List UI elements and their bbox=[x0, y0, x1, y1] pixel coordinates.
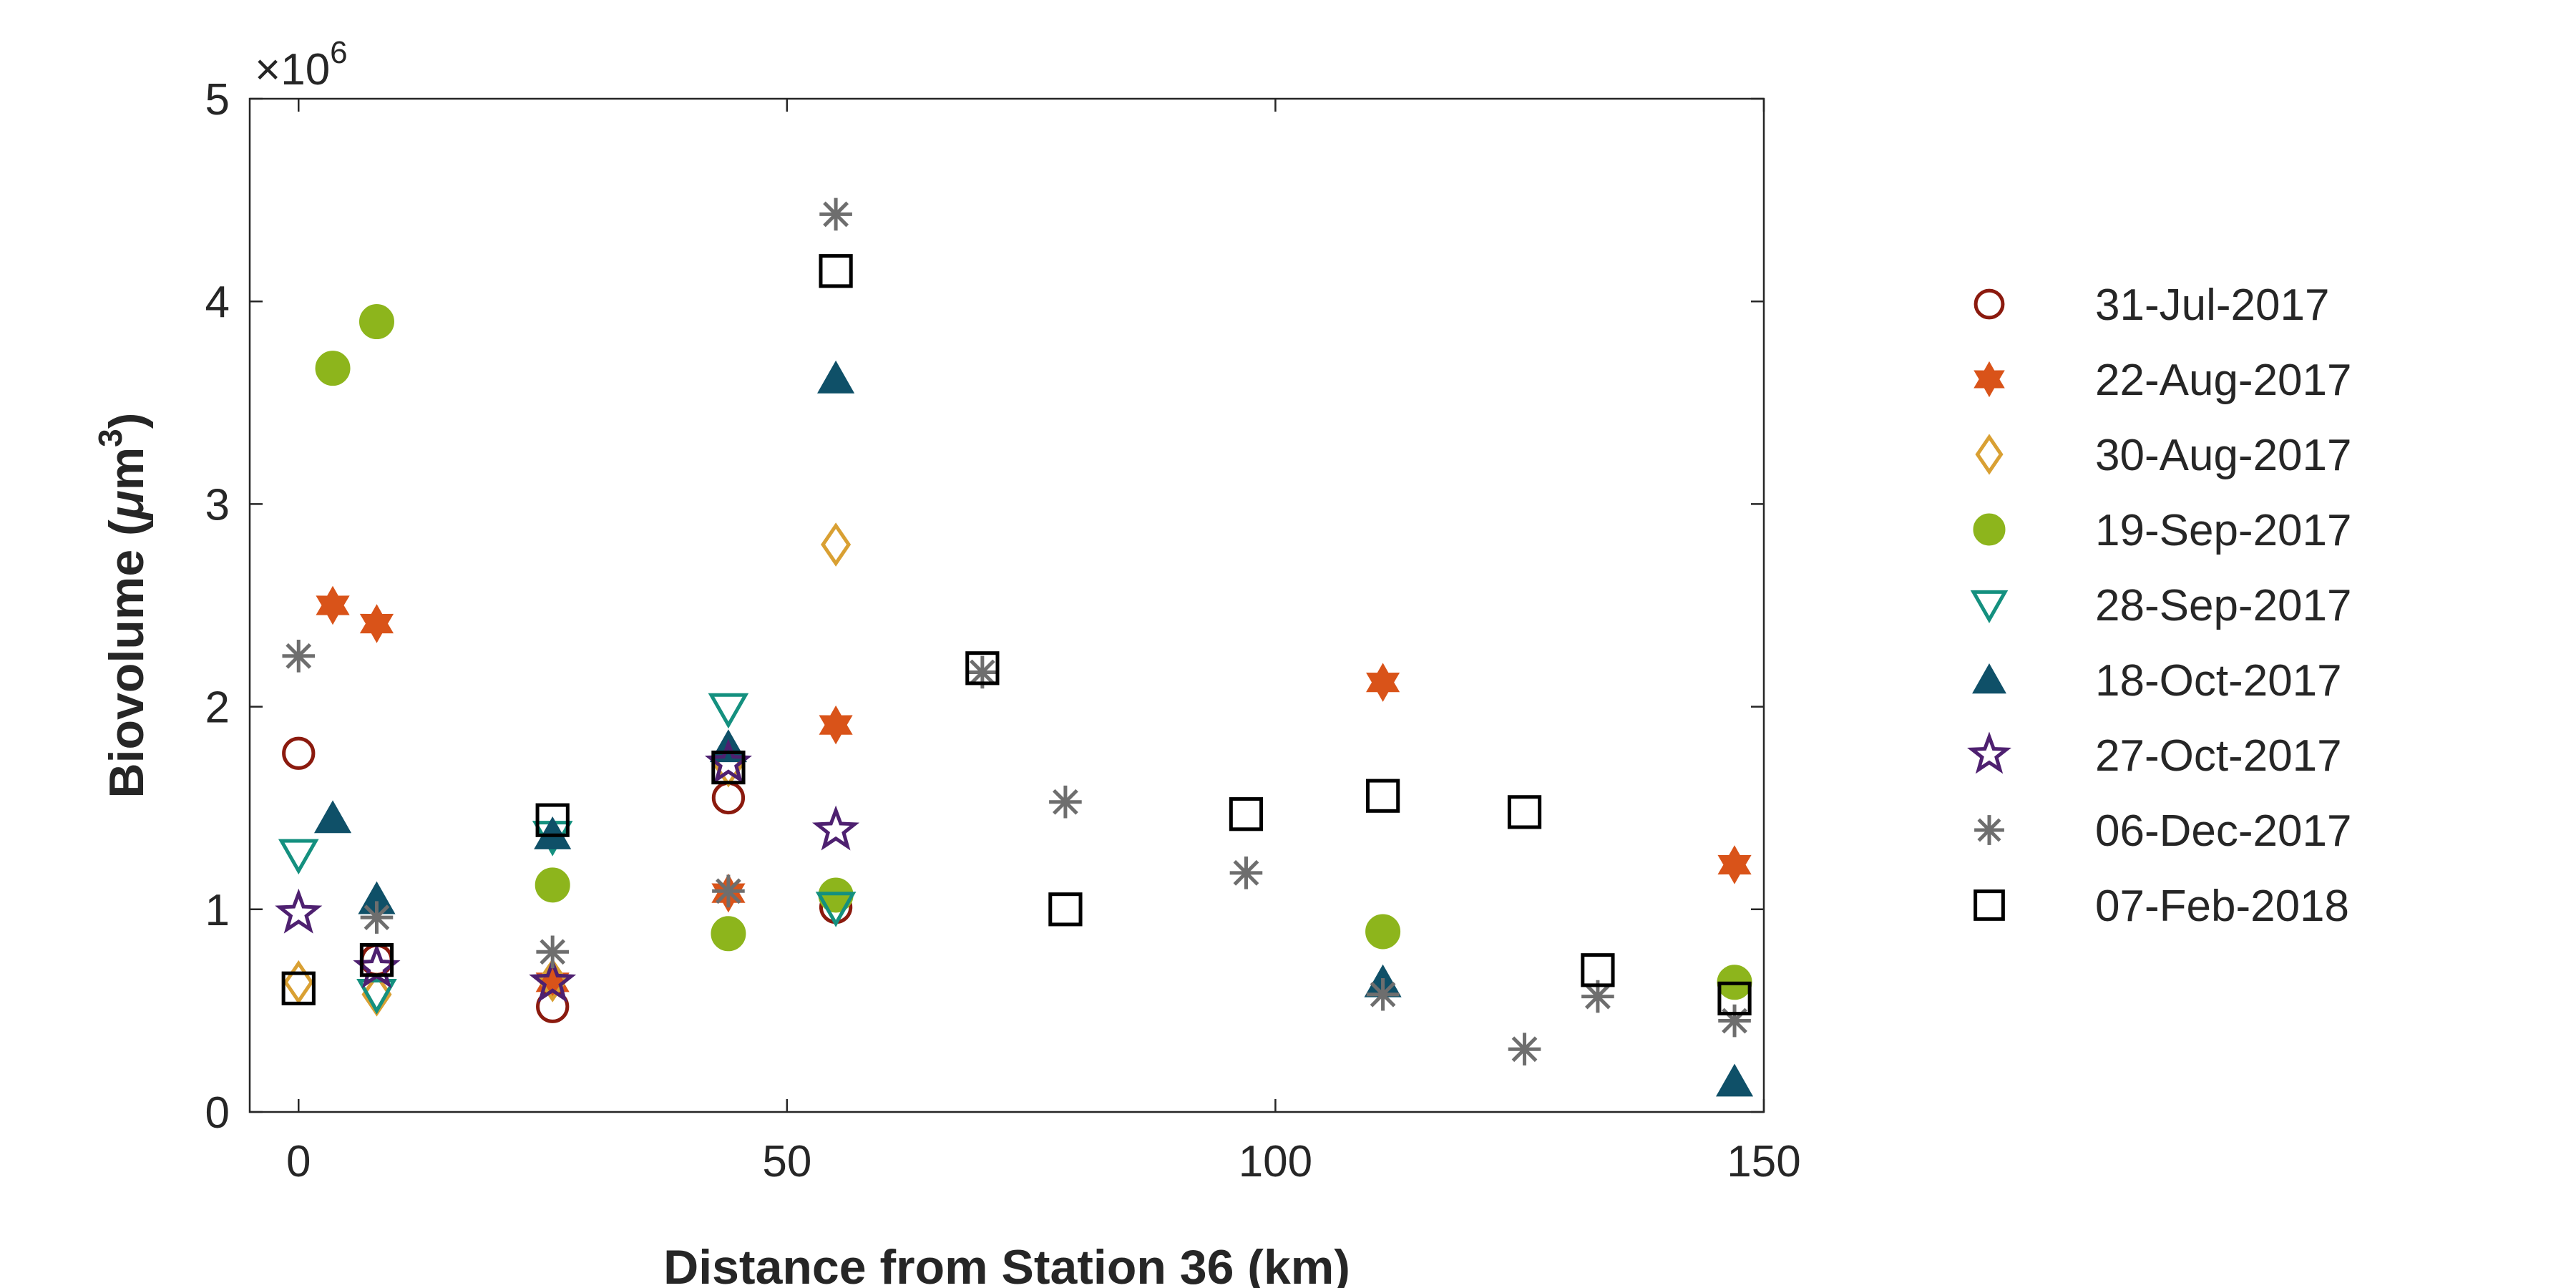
y-tick-label: 5 bbox=[205, 75, 230, 125]
data-point bbox=[360, 901, 394, 934]
data-point bbox=[313, 800, 352, 834]
legend-marker bbox=[1974, 288, 2005, 320]
data-point bbox=[811, 805, 860, 851]
data-point bbox=[1365, 914, 1401, 950]
data-point bbox=[1366, 977, 1400, 1011]
data-point bbox=[1229, 857, 1263, 889]
data-point bbox=[529, 957, 577, 1002]
legend-marker bbox=[1972, 663, 2006, 694]
data-point bbox=[1049, 785, 1082, 819]
data-point bbox=[358, 304, 394, 340]
plot-box bbox=[248, 97, 1765, 1113]
data-point bbox=[1581, 980, 1614, 1013]
data-point bbox=[1581, 953, 1615, 987]
data-point bbox=[821, 522, 852, 567]
y-exponent-label: ×106 bbox=[255, 35, 348, 94]
y-tick-label: 2 bbox=[205, 683, 230, 733]
data-point bbox=[711, 781, 746, 815]
data-point bbox=[275, 888, 323, 934]
x-tick-label: 100 bbox=[1239, 1137, 1312, 1186]
legend: 31-Jul-2017 22-Aug-2017 30-Aug-2017 19-Sep-… bbox=[1967, 280, 2352, 931]
legend-marker bbox=[1973, 513, 2006, 546]
x-tick-label: 150 bbox=[1727, 1137, 1800, 1186]
data-point bbox=[1715, 1063, 1754, 1097]
series-8 bbox=[281, 254, 1752, 1016]
data-point bbox=[965, 651, 1000, 686]
data-point bbox=[711, 750, 746, 785]
legend-marker bbox=[1974, 361, 2005, 398]
data-markers bbox=[275, 197, 1754, 1097]
data-point bbox=[712, 874, 745, 908]
y-tick-label: 3 bbox=[205, 480, 230, 530]
legend-label: 18-Oct-2017 bbox=[2095, 656, 2342, 706]
x-tick-label: 50 bbox=[762, 1137, 811, 1186]
data-point bbox=[359, 604, 394, 643]
data-point bbox=[315, 351, 351, 386]
data-point bbox=[815, 892, 857, 927]
legend-label: 28-Sep-2017 bbox=[2095, 581, 2352, 630]
data-point bbox=[1365, 779, 1400, 813]
legend-label: 30-Aug-2017 bbox=[2095, 431, 2352, 480]
series-7 bbox=[282, 197, 1751, 1066]
data-point bbox=[819, 254, 853, 288]
data-point bbox=[535, 803, 570, 837]
data-point bbox=[1507, 795, 1542, 829]
legend-label: 31-Jul-2017 bbox=[2095, 280, 2329, 330]
legend-label: 27-Oct-2017 bbox=[2095, 731, 2342, 781]
legend-marker bbox=[1967, 731, 2011, 774]
data-point bbox=[1366, 663, 1400, 702]
series-5 bbox=[313, 360, 1754, 1097]
data-point bbox=[1229, 797, 1264, 831]
data-point bbox=[1508, 1033, 1541, 1066]
data-point bbox=[1717, 845, 1752, 884]
data-point bbox=[282, 736, 316, 770]
legend-label: 22-Aug-2017 bbox=[2095, 356, 2352, 405]
data-point bbox=[283, 960, 314, 1005]
data-point bbox=[316, 585, 350, 625]
legend-marker bbox=[1974, 815, 2004, 845]
y-tick-label: 0 bbox=[205, 1088, 230, 1138]
data-point bbox=[819, 705, 853, 745]
series-6 bbox=[275, 738, 860, 1002]
data-point bbox=[708, 693, 749, 729]
data-point bbox=[356, 979, 397, 1015]
legend-marker bbox=[1974, 889, 2005, 921]
series-3 bbox=[315, 304, 1752, 1000]
data-point bbox=[281, 971, 316, 1005]
legend-marker bbox=[1970, 590, 2009, 623]
legend-label: 06-Dec-2017 bbox=[2095, 806, 2351, 856]
x-tick-label: 0 bbox=[286, 1137, 311, 1186]
series-2 bbox=[283, 522, 852, 1017]
legend-label: 19-Sep-2017 bbox=[2095, 506, 2352, 555]
data-point bbox=[817, 360, 855, 394]
legend-label: 07-Feb-2018 bbox=[2095, 882, 2349, 931]
data-point bbox=[535, 867, 570, 903]
data-point bbox=[1048, 892, 1083, 927]
x-axis-title: Distance from Station 36 (km) bbox=[663, 1240, 1350, 1288]
data-point bbox=[1717, 981, 1752, 1016]
data-point bbox=[359, 942, 394, 977]
y-axis-title: Biovolume (μm3) bbox=[92, 413, 154, 799]
y-tick-label: 4 bbox=[205, 278, 230, 327]
data-point bbox=[282, 640, 316, 673]
data-point bbox=[819, 197, 852, 231]
data-point bbox=[278, 839, 319, 875]
data-point bbox=[536, 935, 569, 969]
data-point bbox=[534, 816, 572, 849]
y-tick-label: 1 bbox=[205, 886, 230, 935]
legend-marker bbox=[1975, 434, 2004, 475]
series-1 bbox=[316, 585, 1752, 1002]
data-point bbox=[1718, 1004, 1751, 1038]
data-point bbox=[711, 916, 746, 952]
